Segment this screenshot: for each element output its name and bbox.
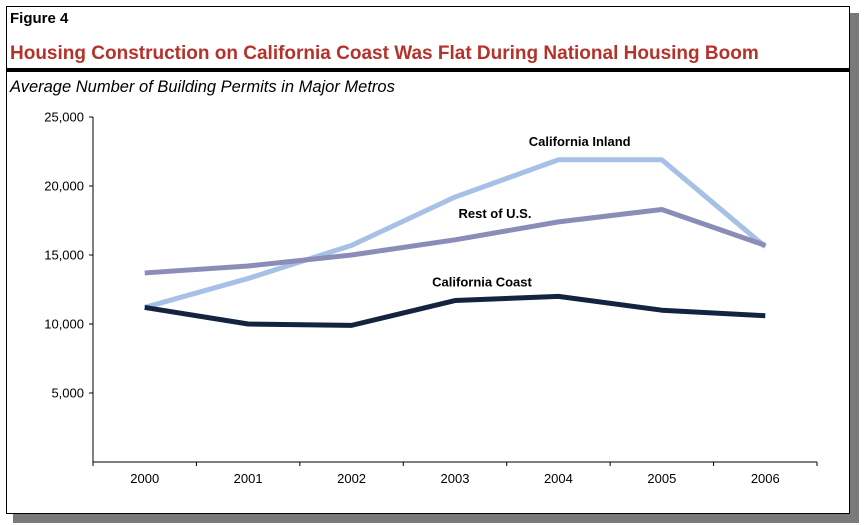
y-tick-label: 5,000 <box>51 386 84 401</box>
figure-frame <box>6 6 850 514</box>
series-labels: California Inland Rest of U.S. California … <box>432 134 631 290</box>
chart-subtitle: Average Number of Building Permits in Ma… <box>10 78 395 96</box>
x-tick-label: 2000 <box>130 471 159 486</box>
x-tick-label: 2001 <box>234 471 263 486</box>
chart-axes: 5,000 10,000 15,000 20,000 25,000 2000 2001 200… <box>44 110 818 486</box>
x-tick-label: 2003 <box>441 471 470 486</box>
series-label-rest-of-u-s: Rest of U.S. <box>459 206 532 221</box>
series-line-california-coast <box>144 293 766 328</box>
x-tick-label: 2006 <box>751 471 780 486</box>
y-tick-label: 20,000 <box>44 179 84 194</box>
x-tick-label: 2005 <box>647 471 676 486</box>
series-label-california-inland: California Inland <box>529 134 631 149</box>
x-tick-label: 2004 <box>544 471 573 486</box>
series-line-rest-of-u-s <box>144 206 767 276</box>
y-tick-label: 10,000 <box>44 317 84 332</box>
chart-title: Housing Construction on California Coast… <box>10 43 759 64</box>
figure-label: Figure 4 <box>10 10 69 27</box>
series-line-california-inland <box>144 157 767 310</box>
title-rule <box>6 68 850 72</box>
x-tick-label: 2002 <box>337 471 366 486</box>
y-tick-label: 25,000 <box>44 110 84 125</box>
series-label-california-coast: California Coast <box>432 275 532 290</box>
chart-series <box>144 157 767 328</box>
y-tick-label: 15,000 <box>44 248 84 263</box>
